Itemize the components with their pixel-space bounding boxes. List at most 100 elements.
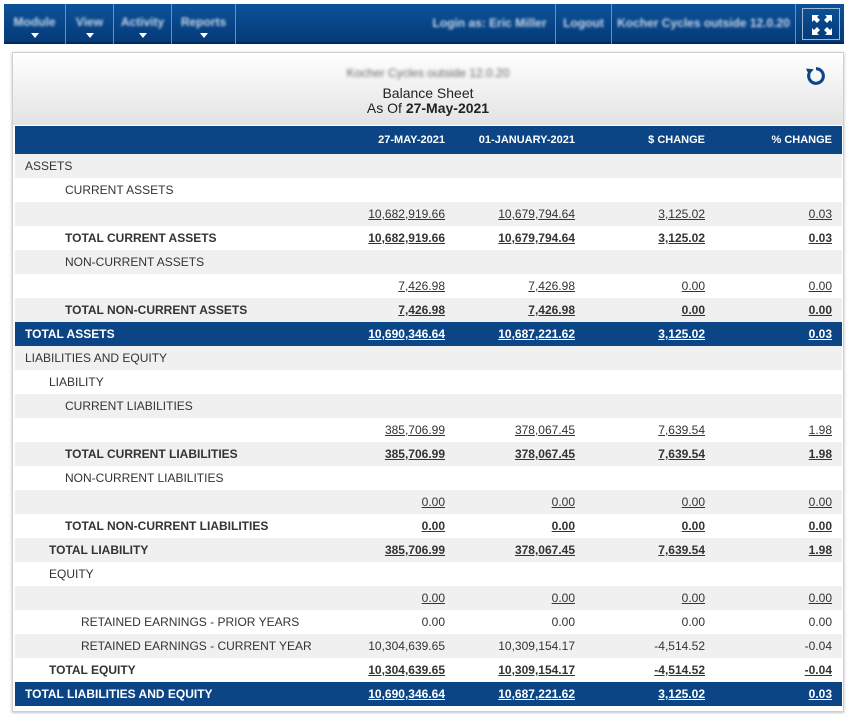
value-link[interactable]: 385,706.99 [384, 423, 445, 437]
value-link[interactable]: 3,125.02 [658, 327, 705, 341]
value-cell: 7,639.54 [585, 418, 715, 442]
row-label: CURRENT ASSETS [15, 178, 325, 202]
value-cell: 385,706.99 [325, 538, 455, 562]
value-link[interactable]: 7,426.98 [398, 279, 445, 293]
row-label [15, 586, 325, 610]
value-cell: 7,426.98 [455, 298, 585, 322]
fullscreen-icon [812, 15, 832, 35]
value-link[interactable]: 0.00 [681, 519, 705, 533]
value-link[interactable]: 3,125.02 [658, 207, 705, 221]
menu-activity[interactable]: Activity [114, 4, 172, 44]
value-link[interactable]: 0.00 [681, 591, 705, 605]
value-link[interactable]: 0.00 [808, 519, 832, 533]
value-cell: 10,690,346.64 [325, 322, 455, 346]
value-link[interactable]: 7,426.98 [528, 303, 575, 317]
value-link[interactable]: 0.00 [421, 519, 445, 533]
value-link[interactable]: 0.00 [421, 495, 445, 509]
company-selector[interactable]: Kocher Cycles outside 12.0.20 [612, 4, 796, 44]
value-link[interactable]: 7,639.54 [658, 543, 705, 557]
value-link[interactable]: 0.00 [808, 303, 832, 317]
value-link[interactable]: 7,639.54 [658, 447, 705, 461]
value-link[interactable]: 0.00 [808, 495, 832, 509]
value-cell: 0.00 [455, 490, 585, 514]
value-link[interactable]: 0.00 [808, 279, 832, 293]
value-link[interactable]: 7,426.98 [398, 303, 445, 317]
value-link[interactable]: 10,690,346.64 [368, 327, 445, 341]
value-link[interactable]: 3,125.02 [658, 687, 705, 701]
value-link[interactable]: 385,706.99 [384, 447, 445, 461]
report-panel: Kocher Cycles outside 12.0.20 Balance Sh… [12, 52, 844, 712]
value-cell: 1.98 [715, 418, 842, 442]
value-link[interactable]: -4,514.52 [654, 663, 705, 677]
menu-module[interactable]: Module [4, 4, 66, 44]
value-cell: 0.00 [585, 610, 715, 634]
value-link[interactable]: 0.00 [421, 591, 445, 605]
value-cell [325, 370, 455, 394]
value-cell [455, 466, 585, 490]
value-cell: 0.00 [715, 586, 842, 610]
menu-view-label: View [75, 15, 104, 29]
refresh-icon[interactable] [805, 65, 827, 87]
value-link[interactable]: 0.00 [681, 303, 705, 317]
value-link[interactable]: 10,682,919.66 [368, 231, 445, 245]
value-link[interactable]: 378,067.45 [514, 447, 575, 461]
value-link[interactable]: 7,426.98 [528, 279, 575, 293]
column-header[interactable]: 01-JANUARY-2021 [455, 126, 585, 154]
value-link[interactable]: 0.00 [681, 279, 705, 293]
value-link[interactable]: -0.04 [804, 663, 832, 677]
row-label: LIABILITIES AND EQUITY [15, 346, 325, 370]
value-link[interactable]: 10,682,919.66 [368, 207, 445, 221]
row-label: NON-CURRENT ASSETS [15, 250, 325, 274]
chevron-down-icon [199, 33, 208, 38]
value-link[interactable]: 385,706.99 [384, 543, 445, 557]
column-header[interactable]: $ CHANGE [585, 126, 715, 154]
row-label [15, 202, 325, 226]
row-label: CURRENT LIABILITIES [15, 394, 325, 418]
value-link[interactable]: 378,067.45 [514, 543, 575, 557]
value-link[interactable]: 10,690,346.64 [368, 687, 445, 701]
value-link[interactable]: 10,309,154.17 [498, 663, 575, 677]
menu-view[interactable]: View [66, 4, 114, 44]
value-link[interactable]: 0.00 [681, 495, 705, 509]
balance-sheet-table: 27-MAY-2021 01-JANUARY-2021 $ CHANGE % C… [15, 126, 842, 706]
value-link[interactable]: 1.98 [808, 447, 832, 461]
menu-activity-label: Activity [120, 15, 165, 29]
value-link[interactable]: 7,639.54 [658, 423, 705, 437]
value-link[interactable]: 0.00 [551, 519, 575, 533]
value-cell: 10,690,346.64 [325, 682, 455, 706]
column-header[interactable]: 27-MAY-2021 [325, 126, 455, 154]
value-link[interactable]: 0.03 [808, 327, 832, 341]
menu-reports[interactable]: Reports [172, 4, 236, 44]
table-row: TOTAL NON-CURRENT ASSETS 7,426.98 7,426.98… [15, 298, 842, 322]
value-link[interactable]: 3,125.02 [658, 231, 705, 245]
fullscreen-button[interactable] [802, 8, 840, 40]
column-header[interactable]: % CHANGE [715, 126, 842, 154]
value-link[interactable]: 0.03 [808, 231, 832, 245]
value-link[interactable]: 10,679,794.64 [498, 231, 575, 245]
table-row: EQUITY [15, 562, 842, 586]
value-cell: 378,067.45 [455, 538, 585, 562]
value-link[interactable]: 0.03 [808, 207, 832, 221]
value-link[interactable]: 10,304,639.65 [368, 663, 445, 677]
value-link[interactable]: 1.98 [808, 543, 832, 557]
value-link[interactable]: 0.00 [551, 495, 575, 509]
company-name: Kocher Cycles outside 12.0.20 [346, 66, 510, 80]
logout-button[interactable]: Logout [556, 4, 612, 44]
value-cell: 10,682,919.66 [325, 202, 455, 226]
value-link[interactable]: 10,687,221.62 [498, 687, 575, 701]
value-link[interactable]: 1.98 [808, 423, 832, 437]
value-link[interactable]: 10,679,794.64 [498, 207, 575, 221]
logout-label: Logout [563, 16, 604, 30]
value-cell [585, 562, 715, 586]
value-link[interactable]: 0.03 [808, 687, 832, 701]
value-link[interactable]: 378,067.45 [514, 423, 575, 437]
value-link[interactable]: 0.00 [551, 591, 575, 605]
value-cell [715, 178, 842, 202]
value-cell [325, 562, 455, 586]
value-cell: 0.00 [585, 298, 715, 322]
value-cell: 0.03 [715, 682, 842, 706]
value-cell: 0.00 [585, 586, 715, 610]
value-link[interactable]: 10,687,221.62 [498, 327, 575, 341]
value-link[interactable]: 0.00 [808, 591, 832, 605]
value-cell: 378,067.45 [455, 442, 585, 466]
